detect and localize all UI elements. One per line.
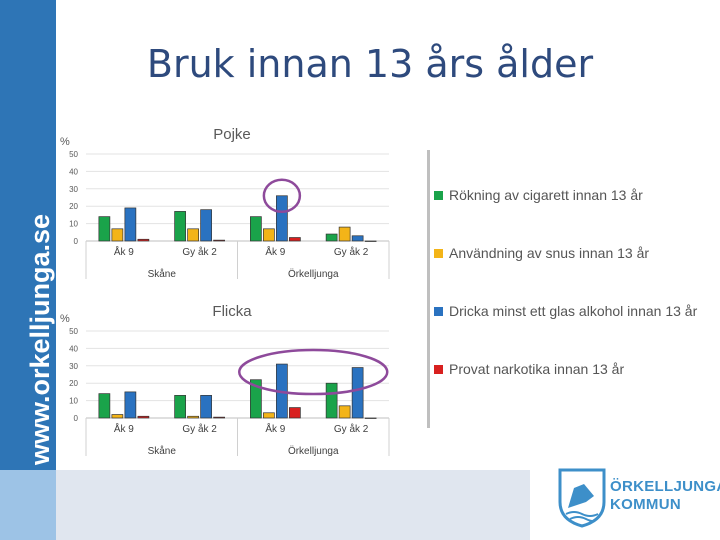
legend-item-cigarett: Rökning av cigarett innan 13 år (434, 187, 643, 203)
footer-band (56, 470, 530, 540)
logo-text-line1: ÖRKELLJUNGA (610, 478, 720, 495)
bar-pojke-1-2 (200, 209, 212, 242)
chart-title-pojke: Pojke (213, 126, 251, 143)
bar-pojke-3-3 (364, 240, 377, 242)
ytick-label-pojke-50: 50 (69, 150, 78, 159)
category-label-pojke-2: Åk 9 (265, 245, 285, 258)
bar-flicka-3-0 (325, 382, 338, 419)
category-label-flicka-2: Åk 9 (265, 422, 285, 435)
bar-pojke-3-0 (325, 233, 338, 242)
bar-pojke-1-3 (213, 239, 225, 242)
bar-flicka-1-0 (174, 395, 186, 419)
legend-swatch-cigarett (434, 190, 443, 200)
bar-pojke-0-0 (98, 216, 111, 242)
bar-pojke-3-2 (351, 235, 364, 242)
bar-flicka-2-0 (250, 379, 262, 419)
bar-pojke-3-1 (338, 226, 351, 242)
category-label-flicka-3: Gy åk 2 (334, 423, 369, 435)
bar-flicka-1-3 (213, 416, 225, 419)
ytick-label-pojke-40: 40 (69, 167, 78, 176)
legend-swatch-narkotika (434, 364, 443, 374)
bar-flicka-3-2 (351, 367, 364, 419)
ytick-label-flicka-0: 0 (74, 414, 79, 423)
municipality-logo: ÖRKELLJUNGA KOMMUN (556, 466, 720, 530)
bar-pojke-2-2 (276, 195, 288, 242)
bar-flicka-0-3 (137, 415, 150, 419)
slide-title: Bruk innan 13 års ålder (146, 42, 594, 86)
bar-flicka-0-2 (124, 391, 137, 419)
ytick-label-pojke-20: 20 (69, 202, 78, 211)
ytick-label-pojke-30: 30 (69, 185, 78, 194)
ytick-label-flicka-40: 40 (69, 344, 78, 353)
legend-divider (427, 150, 430, 428)
legend-item-alkohol: Dricka minst ett glas alkohol innan 13 å… (434, 303, 697, 319)
ytick-label-flicka-20: 20 (69, 379, 78, 388)
bar-flicka-0-0 (98, 393, 111, 419)
legend-item-snus: Användning av snus innan 13 år (434, 245, 649, 261)
bar-pojke-2-1 (263, 228, 275, 242)
legend-label-alkohol: Dricka minst ett glas alkohol innan 13 å… (449, 303, 698, 319)
ytick-label-pojke-0: 0 (74, 237, 79, 246)
sidebar-bottom-band (0, 470, 56, 540)
ytick-label-flicka-30: 30 (69, 362, 78, 371)
chart-title-flicka: Flicka (212, 303, 252, 320)
chart-pojke: Pojke% 0 10 20 30 40 50 Åk 9 Gy åk 2 Åk 9 Gy åk 2 S… (60, 126, 390, 280)
logo-emblem-icon (558, 468, 606, 528)
chart-ylabel-pojke: % (60, 136, 70, 148)
bar-flicka-3-3 (364, 417, 377, 419)
legend-label-snus: Användning av snus innan 13 år (449, 245, 650, 261)
logo-text-line2: KOMMUN (610, 496, 681, 513)
sidebar-band (0, 0, 56, 540)
bar-pojke-2-0 (250, 216, 262, 242)
legend-label-cigarett: Rökning av cigarett innan 13 år (449, 187, 643, 203)
bar-flicka-2-1 (263, 412, 275, 419)
bar-pojke-0-3 (137, 238, 150, 242)
legend-label-narkotika: Provat narkotika innan 13 år (449, 361, 625, 377)
chart-flicka: Flicka% 0 10 20 30 40 50 Åk 9 Gy åk 2 Åk 9 Gy åk 2… (60, 303, 390, 457)
bar-pojke-0-2 (124, 207, 137, 242)
bar-flicka-1-1 (187, 415, 199, 419)
legend-item-narkotika: Provat narkotika innan 13 år (434, 361, 624, 377)
chart-ylabel-flicka: % (60, 313, 70, 325)
ytick-label-flicka-50: 50 (69, 327, 78, 336)
bar-flicka-3-1 (338, 405, 351, 419)
category-label-pojke-0: Åk 9 (114, 245, 134, 258)
legend-swatch-snus (434, 248, 443, 258)
legend-swatch-alkohol (434, 306, 443, 316)
bar-flicka-2-3 (289, 407, 301, 419)
highlight-ellipse-flicka (238, 348, 389, 396)
bar-flicka-0-1 (111, 414, 124, 419)
group-label-flicka-0: Skåne (148, 445, 177, 457)
group-label-flicka-1: Örkelljunga (288, 445, 339, 457)
category-label-pojke-1: Gy åk 2 (182, 246, 217, 258)
bar-pojke-1-0 (174, 211, 186, 242)
sidebar-url: www.orkelljunga.se (25, 213, 55, 465)
bar-pojke-2-3 (289, 237, 301, 242)
group-label-pojke-0: Skåne (148, 268, 177, 280)
category-label-flicka-1: Gy åk 2 (182, 423, 217, 435)
ytick-label-pojke-10: 10 (69, 220, 78, 229)
bar-pojke-0-1 (111, 228, 124, 242)
category-label-flicka-0: Åk 9 (114, 422, 134, 435)
group-label-pojke-1: Örkelljunga (288, 268, 339, 280)
category-label-pojke-3: Gy åk 2 (334, 246, 369, 258)
bar-flicka-1-2 (200, 395, 212, 419)
highlight-circle-pojke (262, 178, 302, 214)
bar-pojke-1-1 (187, 228, 199, 242)
ytick-label-flicka-10: 10 (69, 397, 78, 406)
